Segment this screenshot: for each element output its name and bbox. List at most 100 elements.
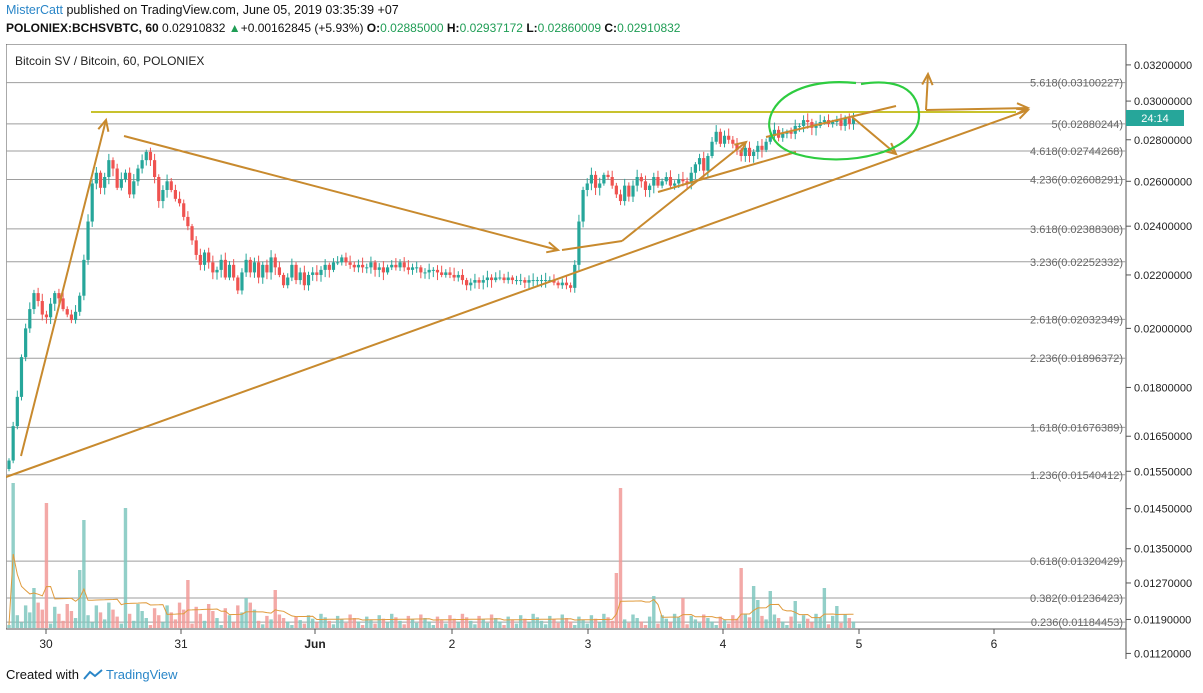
y-tick-label-5: 0.02200000 [1134, 270, 1192, 282]
volume-bar-158 [664, 618, 668, 628]
volume-bar-128 [539, 620, 544, 628]
volume-bar-72 [306, 615, 311, 628]
author-link[interactable]: MisterCatt [6, 3, 63, 17]
volume-bar-159 [668, 622, 673, 628]
candle-body-89 [377, 267, 381, 270]
volume-bar-146 [614, 573, 619, 628]
candle-body-88 [373, 262, 377, 270]
candle-body-80 [340, 257, 344, 263]
candle-body-202 [847, 118, 851, 124]
candle-body-65 [277, 267, 281, 275]
x-tick-label-0: 30 [39, 637, 53, 651]
channel-line [765, 105, 897, 138]
candle-body-31 [136, 168, 140, 182]
plot-area[interactable] [6, 44, 1127, 630]
candle-body-164 [689, 172, 693, 184]
volume-ma-line [8, 553, 854, 626]
volume-bar-38 [165, 605, 169, 628]
volume-bar-127 [535, 617, 540, 628]
fib-label-5: 3.236(0.02252332) [1030, 257, 1123, 269]
volume-bar-64 [273, 590, 277, 628]
candle-body-14 [65, 309, 69, 315]
volume-bar-192 [806, 618, 810, 628]
volume-bar-172 [722, 620, 727, 628]
candle-body-59 [252, 262, 257, 273]
candle-body-112 [473, 280, 477, 283]
volume-bar-44 [190, 623, 194, 628]
candle-body-188 [789, 131, 793, 134]
time-axis[interactable]: 30 31 Jun 2 3 4 5 6 [39, 629, 998, 651]
volume-bar-147 [618, 488, 623, 628]
volume-bar-37 [161, 622, 165, 628]
candle-body-60 [257, 262, 261, 278]
candle-body-142 [598, 183, 602, 188]
volume-bar-36 [157, 615, 161, 628]
candle-body-161 [677, 179, 681, 184]
candle-body-178 [747, 147, 752, 157]
volume-bar-101 [427, 621, 431, 628]
volume-bar-200 [839, 622, 843, 628]
close-label: C: [604, 21, 618, 35]
volume-bar-74 [315, 622, 319, 628]
candle-body-135 [569, 285, 573, 288]
volume-bar-48 [206, 604, 211, 628]
candle-body-131 [552, 280, 556, 283]
volume-bar-117 [494, 618, 498, 628]
volume-bar-59 [252, 609, 257, 628]
candle-body-99 [419, 267, 423, 273]
candle-body-44 [190, 226, 194, 241]
volume-bar-81 [344, 622, 348, 628]
candle-body-55 [236, 277, 240, 291]
candle-body-41 [177, 198, 182, 204]
tradingview-brand: TradingView [105, 667, 178, 682]
candle-body-12 [57, 293, 61, 299]
footer: Created with TradingView [6, 667, 178, 682]
candle-body-4 [24, 328, 28, 358]
candle-body-158 [664, 177, 668, 182]
up-arrow-icon: ▲ [228, 21, 241, 35]
volume-bar-197 [826, 624, 831, 628]
candle-body-179 [752, 151, 756, 157]
volume-bar-122 [514, 623, 519, 628]
volume-bar-40 [173, 619, 178, 628]
volume-bar-143 [602, 613, 606, 628]
price-axis[interactable]: 0.03200000 0.03000000 0.02800000 0.02600000… [1126, 60, 1192, 659]
volume-bar-176 [739, 568, 743, 628]
volume-bar-136 [573, 625, 577, 628]
volume-bar-9 [44, 503, 49, 628]
volume-bar-191 [801, 615, 806, 628]
volume-bar-190 [797, 623, 802, 628]
volume-bar-99 [419, 614, 423, 628]
fib-label-2: 4.618(0.02744268) [1030, 146, 1123, 158]
candle-body-154 [648, 185, 652, 190]
price-chart[interactable]: 5.618(0.03100227) 5(0.02880244) 4.618(0.02… [6, 44, 1196, 659]
volume-bar-43 [186, 580, 190, 628]
volume-bar-13 [61, 620, 65, 628]
volume-bar-179 [751, 586, 756, 628]
y-tick-label-9: 0.01550000 [1134, 466, 1192, 478]
candle-body-74 [315, 272, 319, 275]
candle-body-7 [36, 293, 40, 302]
volume-bar-167 [702, 614, 706, 628]
publish-info: published on TradingView.com, June 05, 2… [66, 3, 399, 17]
volume-bar-120 [506, 616, 510, 628]
volume-bar-61 [261, 624, 265, 628]
volume-bar-82 [348, 614, 352, 628]
tradingview-logo[interactable]: TradingView [83, 667, 178, 682]
volume-bar-139 [585, 623, 589, 628]
candle-body-132 [556, 282, 560, 286]
candle-body-37 [161, 189, 165, 202]
volume-bar-183 [768, 591, 772, 628]
volume-bar-180 [756, 600, 760, 628]
volume-bar-130 [548, 615, 552, 628]
volume-bar-110 [464, 617, 469, 628]
candle-body-148 [623, 185, 627, 202]
volume-bar-152 [639, 621, 644, 628]
candle-body-121 [510, 277, 514, 281]
candle-body-111 [469, 282, 473, 286]
candle-body-182 [764, 141, 768, 150]
volume-bar-83 [352, 618, 356, 628]
candle-body-136 [573, 264, 577, 288]
candle-body-186 [781, 133, 785, 138]
fib-label-12: 0.236(0.01184453) [1031, 617, 1123, 629]
